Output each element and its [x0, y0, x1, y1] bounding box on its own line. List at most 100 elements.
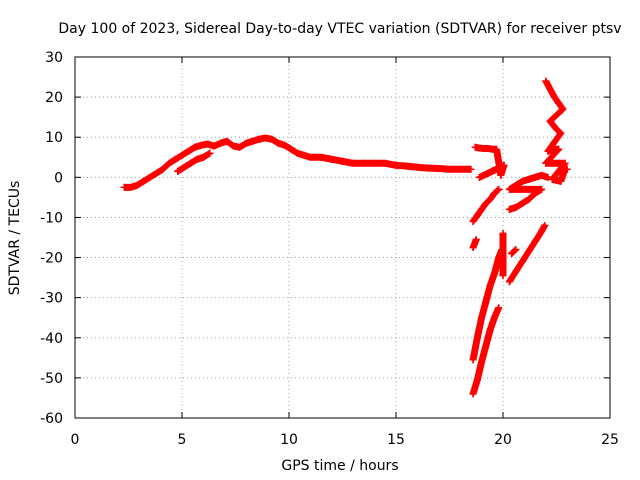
data-point — [360, 159, 368, 167]
data-point — [480, 171, 488, 179]
data-point — [120, 183, 128, 191]
data-point — [478, 205, 486, 213]
x-tick-label: 5 — [178, 432, 187, 448]
data-point — [199, 153, 207, 161]
data-point — [499, 229, 507, 237]
chart-title: Day 100 of 2023, Sidereal Day-to-day VTE… — [58, 21, 621, 37]
data-point — [146, 173, 154, 181]
data-point — [555, 159, 563, 167]
data-point — [518, 177, 526, 185]
y-tick-label: 0 — [54, 170, 63, 186]
data-point — [486, 326, 494, 334]
data-point — [546, 117, 554, 125]
data-point — [249, 137, 257, 145]
data-point — [497, 171, 505, 179]
data-point — [548, 159, 556, 167]
data-point — [553, 125, 560, 133]
data-point — [473, 334, 481, 342]
y-tick-label: 10 — [45, 130, 63, 146]
data-point — [518, 199, 526, 207]
data-point — [486, 195, 494, 203]
data-point — [538, 227, 546, 235]
data-point — [217, 139, 225, 147]
series-arc_20_22_low — [505, 221, 549, 286]
data-point — [490, 189, 498, 197]
data-point — [223, 137, 231, 145]
series-arc_22_23 — [542, 77, 571, 185]
series-arc_18_19_decline — [469, 185, 503, 252]
y-tick-label: -60 — [40, 411, 63, 427]
data-point — [512, 246, 520, 254]
data-point — [424, 164, 432, 172]
data-point — [174, 167, 182, 175]
data-point — [469, 217, 477, 225]
data-point — [236, 143, 244, 151]
data-point — [495, 185, 503, 193]
y-axis-label: SDTVAR / TECUs — [7, 181, 23, 296]
data-point — [229, 142, 237, 150]
data-point — [435, 165, 443, 173]
data-point — [469, 244, 477, 252]
data-point — [555, 145, 563, 153]
data-point — [172, 155, 180, 163]
data-point — [191, 143, 199, 151]
data-point — [471, 143, 479, 151]
data-point — [525, 175, 533, 183]
data-point — [127, 183, 135, 191]
data-point — [559, 105, 567, 113]
data-point — [165, 159, 173, 167]
data-points — [120, 77, 571, 398]
data-point — [557, 129, 565, 137]
data-point — [493, 165, 501, 173]
data-point — [512, 268, 520, 276]
data-point — [538, 171, 546, 179]
data-point — [206, 149, 214, 157]
data-point — [193, 155, 201, 163]
data-point — [484, 169, 492, 177]
data-point — [204, 140, 212, 148]
data-point — [505, 278, 513, 286]
data-point — [268, 135, 276, 143]
data-point — [505, 185, 513, 193]
data-point — [478, 314, 486, 322]
data-point — [484, 144, 492, 152]
data-point — [555, 99, 563, 107]
data-point — [488, 167, 496, 175]
data-point — [180, 163, 188, 171]
data-point — [525, 195, 533, 203]
data-point — [482, 298, 490, 306]
data-point — [403, 162, 411, 170]
data-point — [133, 181, 141, 189]
y-tick-label: -50 — [40, 371, 63, 387]
y-tick-label: -30 — [40, 291, 63, 307]
data-point — [339, 157, 346, 165]
y-tick-label: -10 — [40, 210, 63, 226]
data-point — [261, 134, 269, 142]
data-point — [178, 151, 186, 159]
data-point — [557, 177, 565, 185]
series-short_arc_18_19 — [471, 143, 508, 181]
series-lower_daytime — [174, 149, 214, 175]
data-point — [392, 161, 400, 169]
data-point — [475, 173, 483, 181]
data-point — [281, 141, 289, 149]
data-point — [300, 151, 308, 159]
data-point — [456, 165, 464, 173]
data-point — [544, 147, 552, 155]
y-tick-label: -20 — [40, 251, 63, 267]
data-point — [499, 244, 507, 252]
data-point — [490, 270, 498, 278]
x-axis-label: GPS time / hours — [281, 458, 398, 474]
data-point — [381, 159, 389, 167]
data-point — [531, 189, 539, 197]
data-point — [446, 165, 453, 173]
data-point — [472, 236, 480, 244]
x-tick-label: 0 — [71, 432, 80, 448]
data-point — [548, 175, 556, 183]
x-tick-label: 10 — [280, 432, 298, 448]
data-point — [413, 163, 421, 171]
data-point — [508, 250, 516, 258]
data-point — [184, 147, 192, 155]
data-point — [542, 159, 550, 167]
